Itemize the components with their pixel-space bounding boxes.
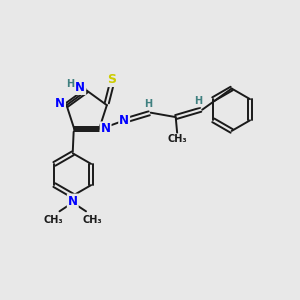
Text: H: H [66, 79, 75, 89]
Text: CH₃: CH₃ [167, 134, 187, 144]
Text: N: N [100, 122, 111, 135]
Text: N: N [55, 97, 65, 110]
Text: S: S [107, 73, 116, 86]
Text: CH₃: CH₃ [44, 215, 63, 225]
Text: N: N [68, 194, 78, 208]
Text: H: H [194, 97, 202, 106]
Text: N: N [75, 81, 85, 94]
Text: N: N [119, 113, 129, 127]
Text: CH₃: CH₃ [82, 215, 102, 225]
Text: H: H [144, 99, 152, 110]
